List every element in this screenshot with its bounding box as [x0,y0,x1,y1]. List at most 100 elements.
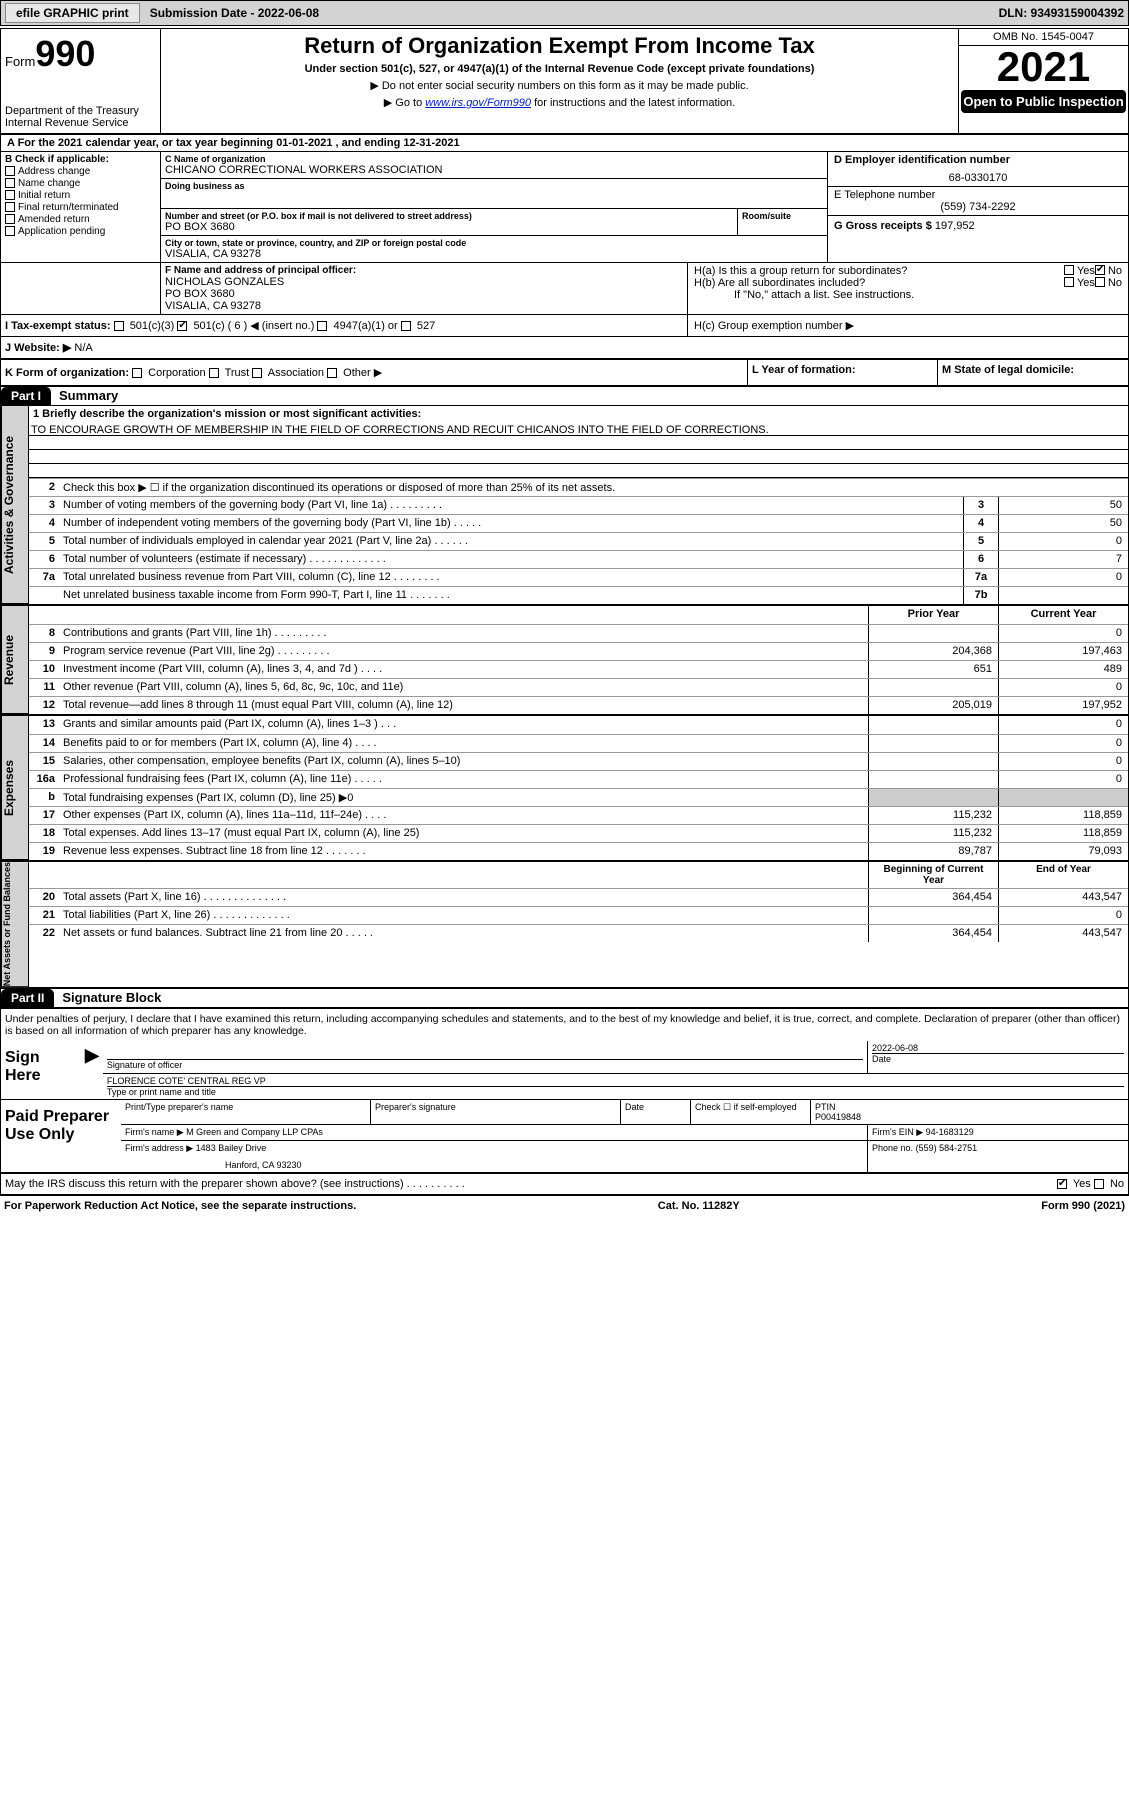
cb-address-change[interactable]: Address change [5,166,156,177]
line11-text: Other revenue (Part VIII, column (A), li… [59,679,868,696]
line7b-val [998,587,1128,604]
line18-prior: 115,232 [868,825,998,842]
cb-final-return-label: Final return/terminated [18,202,119,213]
section-d-e-g: D Employer identification number 68-0330… [828,152,1128,262]
line8-text: Contributions and grants (Part VIII, lin… [59,625,868,642]
hb-note: If "No," attach a list. See instructions… [694,289,1122,301]
line6-text: Total number of volunteers (estimate if … [59,551,963,568]
line9-curr: 197,463 [998,643,1128,660]
website-value: N/A [74,342,92,354]
line2-text: Check this box ▶ ☐ if the organization d… [59,479,1128,496]
hb-yes-label: Yes [1077,277,1095,289]
firm-addr1: 1483 Bailey Drive [196,1143,267,1153]
officer-label: F Name and address of principal officer: [165,265,683,276]
line15-prior [868,753,998,770]
tax-exempt-label: I Tax-exempt status: [5,320,111,332]
cb-final-return[interactable]: Final return/terminated [5,202,156,213]
cb-501c[interactable] [177,321,187,331]
line13-prior [868,716,998,734]
form-990-container: Form990 Department of the Treasury Inter… [0,28,1129,1196]
section-b-label: B Check if applicable: [5,154,156,165]
website-label: J Website: ▶ [5,342,71,354]
tax-period: A For the 2021 calendar year, or tax yea… [1,135,1128,152]
section-b: B Check if applicable: Address change Na… [1,152,161,262]
opt-trust: Trust [225,367,250,379]
cb-other[interactable] [327,368,337,378]
sign-arrow-icon: ▶ [81,1041,103,1099]
note2-pre: ▶ Go to [384,97,425,109]
line11-curr: 0 [998,679,1128,696]
cb-corp[interactable] [132,368,142,378]
note2-post: for instructions and the latest informat… [531,97,735,109]
form-label: Form [5,54,35,69]
ha-no-cb[interactable] [1095,265,1105,275]
form-990-number: 990 [35,33,95,74]
dba-label: Doing business as [165,181,823,191]
discuss-yes-label: Yes [1073,1178,1091,1190]
hb-yes-cb[interactable] [1064,277,1074,287]
discuss-yes-cb[interactable] [1057,1179,1067,1189]
part1-title: Summary [59,388,118,405]
line20-curr: 443,547 [998,889,1128,906]
col-prior: Prior Year [868,606,998,624]
hb-label: H(b) Are all subordinates included? [694,277,1064,289]
cb-501c3[interactable] [114,321,124,331]
efile-print-button[interactable]: efile GRAPHIC print [5,3,140,23]
line10-text: Investment income (Part VIII, column (A)… [59,661,868,678]
cb-application-pending[interactable]: Application pending [5,226,156,237]
side-revenue: Revenue [1,606,29,714]
cb-name-change-label: Name change [18,178,80,189]
cb-initial-return[interactable]: Initial return [5,190,156,201]
opt-501c: 501(c) ( 6 ) ◀ (insert no.) [193,320,314,332]
line12-prior: 205,019 [868,697,998,714]
line16a-text: Professional fundraising fees (Part IX, … [59,771,868,788]
org-name: CHICANO CORRECTIONAL WORKERS ASSOCIATION [165,164,823,176]
part2-bar: Part II Signature Block [1,989,1128,1008]
col-boy: Beginning of Current Year [868,862,998,888]
opt-501c3: 501(c)(3) [130,320,175,332]
line9-prior: 204,368 [868,643,998,660]
line21-prior [868,907,998,924]
sig-officer-label: Signature of officer [107,1059,863,1070]
tax-year: 2021 [959,46,1128,88]
line20-prior: 364,454 [868,889,998,906]
side-activities: Activities & Governance [1,406,29,604]
cb-assoc[interactable] [252,368,262,378]
cb-amended-return[interactable]: Amended return [5,214,156,225]
irs-link[interactable]: www.irs.gov/Form990 [425,97,531,109]
officer-printed-name: FLORENCE COTE' CENTRAL REG VP [107,1076,1124,1086]
form-note-link: ▶ Go to www.irs.gov/Form990 for instruct… [167,96,952,109]
ha-yes-cb[interactable] [1064,265,1074,275]
line17-text: Other expenses (Part IX, column (A), lin… [59,807,868,824]
line10-prior: 651 [868,661,998,678]
cb-trust[interactable] [209,368,219,378]
phone-value: (559) 734-2292 [834,201,1122,213]
sign-here-label: Sign Here [1,1041,81,1099]
line13-text: Grants and similar amounts paid (Part IX… [59,716,868,734]
part2-header: Part II [1,989,54,1007]
line7a-text: Total unrelated business revenue from Pa… [59,569,963,586]
firm-addr-label: Firm's address ▶ [125,1143,193,1153]
mission-blank1 [29,436,1128,450]
line18-text: Total expenses. Add lines 13–17 (must eq… [59,825,868,842]
line4-val: 50 [998,515,1128,532]
line5-val: 0 [998,533,1128,550]
cb-name-change[interactable]: Name change [5,178,156,189]
self-employed-label: Check ☐ if self-employed [691,1100,811,1124]
line21-text: Total liabilities (Part X, line 26) . . … [59,907,868,924]
line8-prior [868,625,998,642]
cb-527[interactable] [401,321,411,331]
penalty-text: Under penalties of perjury, I declare th… [1,1008,1128,1041]
cb-4947[interactable] [317,321,327,331]
hb-no-cb[interactable] [1095,277,1105,287]
firm-phone-label: Phone no. [872,1143,913,1153]
opt-other: Other ▶ [343,367,382,379]
org-address: PO BOX 3680 [165,221,733,233]
gross-receipts-value: 197,952 [935,220,975,232]
firm-name-label: Firm's name ▶ [125,1127,184,1137]
opt-527: 527 [417,320,435,332]
discuss-no-cb[interactable] [1094,1179,1104,1189]
opt-4947: 4947(a)(1) or [334,320,398,332]
form-number: Form990 [5,33,156,75]
hc-label: H(c) Group exemption number ▶ [688,315,1128,336]
